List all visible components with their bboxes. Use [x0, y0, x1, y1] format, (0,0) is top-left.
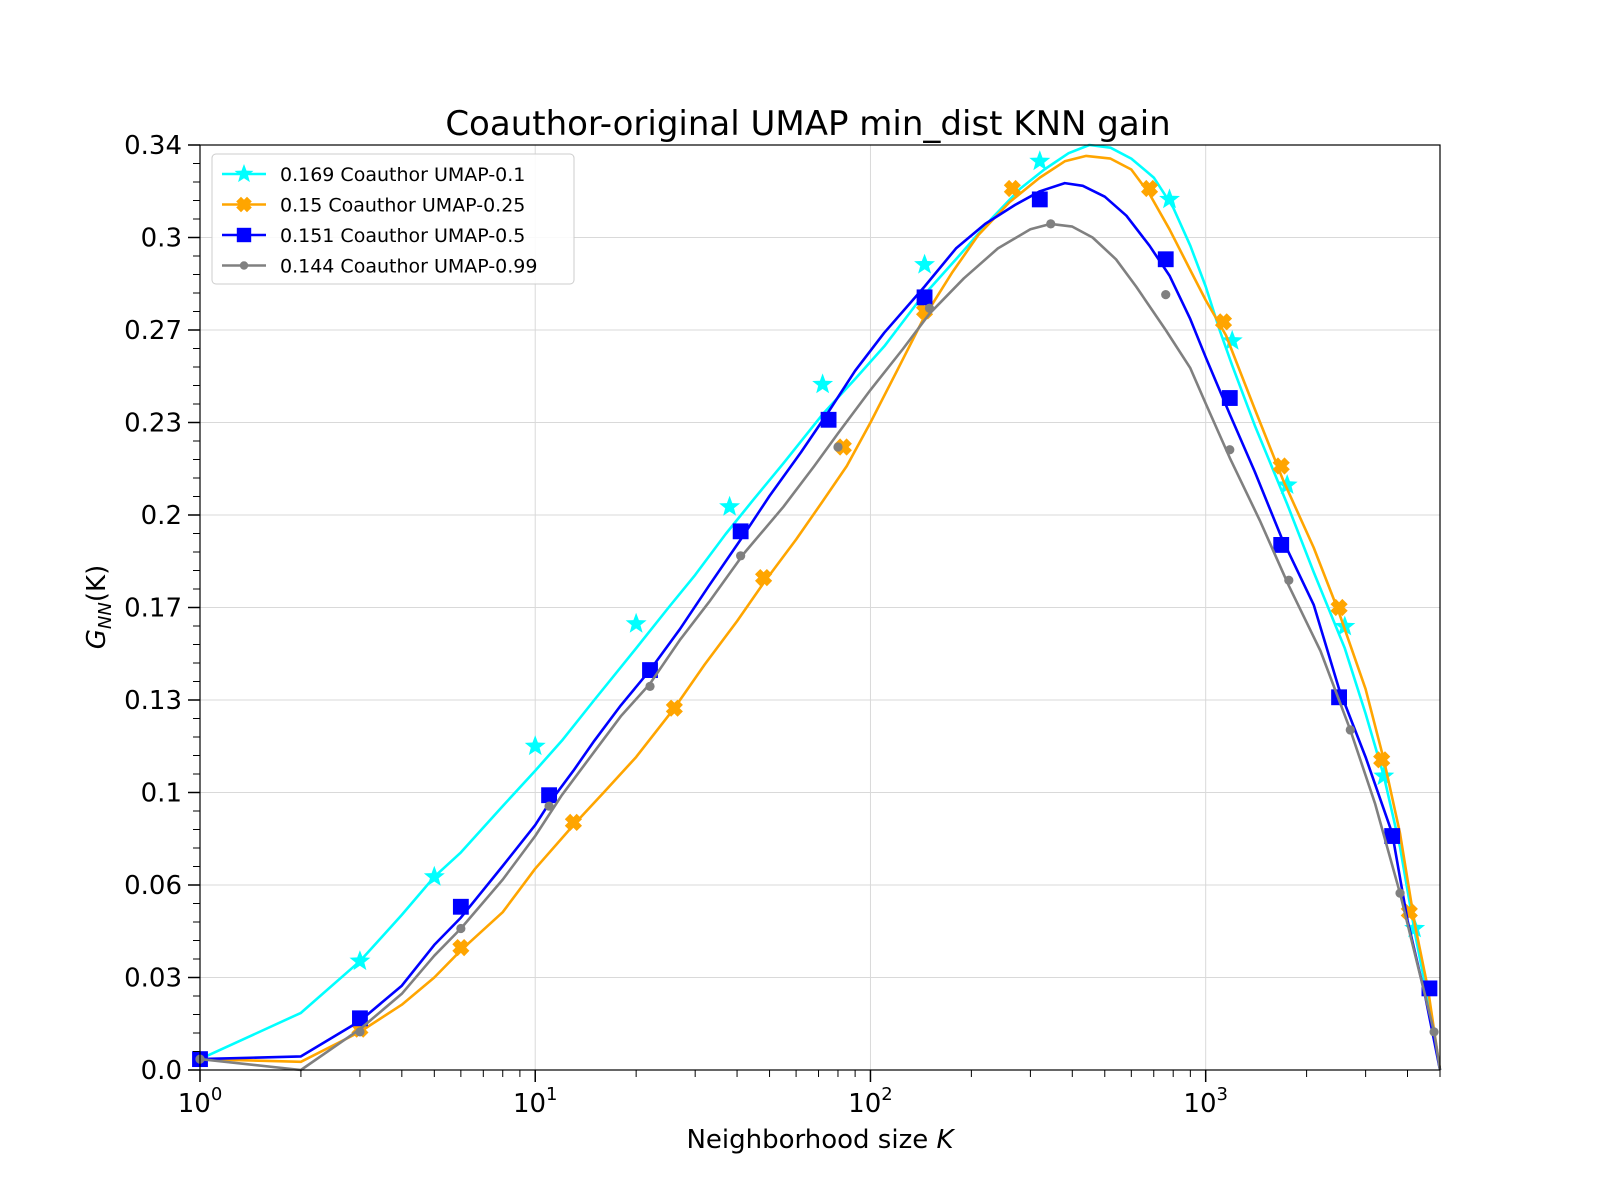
square-marker — [916, 289, 933, 306]
dot-marker — [924, 303, 935, 313]
dot-marker — [1395, 888, 1405, 898]
star-marker — [423, 865, 445, 886]
x-axis: 100 101 102 103 — [178, 1070, 1441, 1119]
dot-marker — [833, 442, 843, 452]
x-tick-label: 102 — [848, 1084, 893, 1119]
square-marker — [236, 227, 252, 243]
legend-label: 0.15 Coauthor UMAP-0.25 — [280, 195, 525, 217]
square-marker — [1157, 251, 1174, 268]
dot-marker — [736, 551, 746, 561]
x-marker — [1003, 179, 1021, 198]
dot-marker — [1345, 725, 1355, 735]
x-tick-label: 100 — [178, 1084, 223, 1119]
series-line — [199, 154, 1442, 1071]
square-marker — [642, 662, 658, 678]
x-axis-label-text: Neighborhood size — [686, 1125, 936, 1155]
y-tick-label: 0.03 — [124, 964, 182, 994]
x-tick-exp: 2 — [881, 1084, 892, 1105]
x-tick-base: 10 — [178, 1089, 211, 1119]
x-marker — [1373, 751, 1391, 769]
star-marker — [1159, 188, 1180, 209]
star-marker — [719, 495, 741, 516]
legend: 0.169 Coauthor UMAP-0.1 0.15 Coauthor UMA… — [211, 153, 575, 285]
y-tick-label: 0.13 — [124, 686, 182, 716]
star-marker — [1029, 150, 1051, 171]
legend-label: 0.169 Coauthor UMAP-0.1 — [280, 164, 525, 186]
star-marker — [812, 373, 834, 394]
dot-marker — [239, 261, 249, 270]
star-marker — [1276, 474, 1298, 494]
dot-marker — [1284, 575, 1294, 585]
y-axis: 0.0 0.03 0.06 0.1 0.13 0.17 0.2 0.23 0.27 0.3 0.34 — [124, 131, 200, 1086]
square-marker — [452, 898, 469, 915]
star-marker — [524, 735, 546, 756]
chart-title: Coauthor-original UMAP min_dist KNN gain — [445, 104, 1170, 144]
square-marker — [732, 523, 749, 540]
y-tick-label: 0.3 — [141, 224, 182, 254]
square-marker — [820, 411, 837, 428]
x-marker — [1214, 313, 1233, 331]
x-marker — [1330, 598, 1348, 617]
x-marker — [236, 196, 252, 213]
dot-marker — [456, 923, 466, 934]
y-label-rest: (K) — [82, 565, 112, 602]
square-marker — [1031, 191, 1048, 208]
y-tick-label: 0.06 — [124, 871, 182, 901]
y-tick-label: 0.34 — [124, 131, 182, 161]
y-tick-label: 0.23 — [124, 409, 182, 439]
y-label-sub: NN — [95, 602, 116, 629]
x-tick-label: 103 — [1183, 1084, 1228, 1119]
series-square — [192, 181, 1442, 1071]
star-marker — [914, 253, 935, 274]
series-line — [199, 222, 1442, 1072]
x-tick-base: 10 — [848, 1089, 881, 1119]
x-tick-exp: 1 — [546, 1084, 557, 1105]
x-axis-label: Neighborhood size K — [686, 1125, 955, 1155]
legend-label: 0.144 Coauthor UMAP-0.99 — [280, 256, 537, 278]
dot-marker — [544, 801, 554, 811]
x-marker — [755, 569, 773, 587]
y-tick-label: 0.2 — [141, 501, 182, 531]
star-marker — [234, 164, 254, 183]
legend-box — [211, 153, 575, 285]
x-axis-label-var: K — [936, 1125, 955, 1155]
dot-marker — [355, 1027, 365, 1037]
y-tick-label: 0.1 — [141, 779, 182, 809]
legend-label: 0.151 Coauthor UMAP-0.5 — [280, 225, 525, 247]
x-marker — [564, 813, 582, 831]
x-tick-exp: 3 — [1217, 1084, 1228, 1105]
series-line — [199, 143, 1442, 1071]
x-tick-base: 10 — [513, 1089, 546, 1119]
star-marker — [1221, 329, 1243, 350]
star-marker — [1373, 765, 1395, 786]
dot-marker — [1225, 445, 1235, 455]
x-marker — [1272, 457, 1290, 475]
x-marker — [452, 939, 470, 957]
star-marker — [349, 950, 371, 971]
y-tick-label: 0.27 — [124, 316, 182, 346]
x-marker — [1141, 179, 1159, 198]
dot-marker — [1429, 1027, 1439, 1037]
y-label-main: G — [82, 629, 112, 649]
series-line — [199, 181, 1442, 1071]
star-marker — [625, 612, 647, 633]
series-dot — [195, 219, 1442, 1072]
y-tick-label: 0.0 — [141, 1056, 182, 1086]
dot-marker — [1046, 219, 1056, 229]
square-marker — [1384, 828, 1401, 844]
square-marker — [541, 787, 558, 804]
series-layer — [192, 143, 1442, 1072]
square-marker — [352, 1010, 368, 1027]
y-axis-label: GNN(K) — [82, 565, 116, 649]
y-tick-label: 0.17 — [124, 594, 182, 624]
dot-marker — [645, 681, 655, 692]
dot-marker — [1161, 290, 1171, 300]
square-marker — [1221, 390, 1238, 406]
x-marker — [665, 699, 683, 717]
x-tick-label: 101 — [513, 1084, 558, 1119]
square-marker — [1273, 537, 1290, 553]
x-tick-base: 10 — [1183, 1089, 1216, 1119]
x-tick-exp: 0 — [211, 1084, 222, 1105]
